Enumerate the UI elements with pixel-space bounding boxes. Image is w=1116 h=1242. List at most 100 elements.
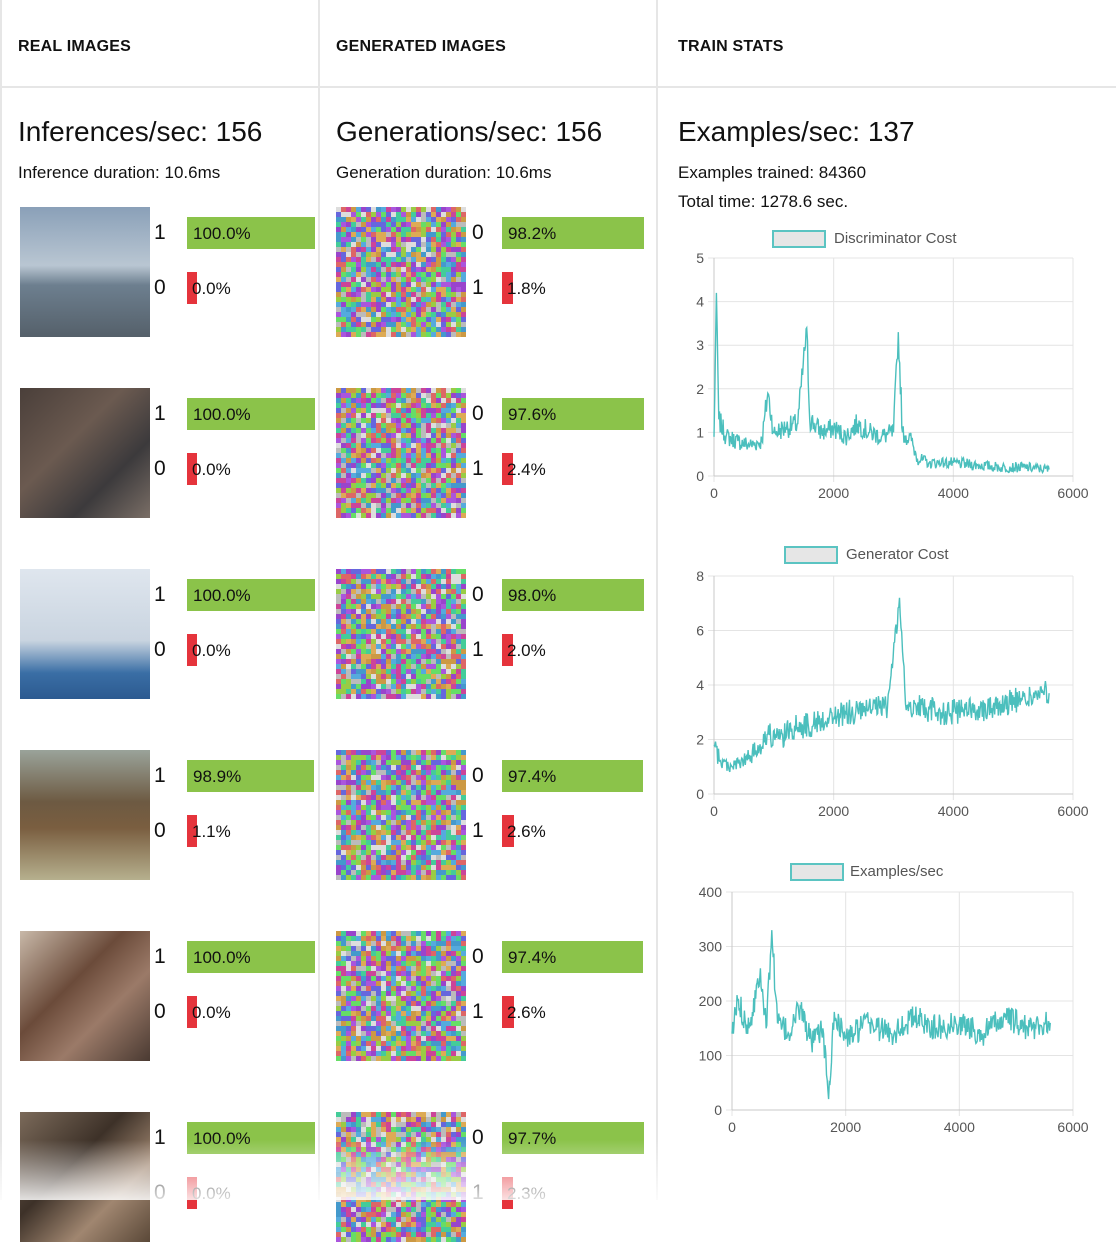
bottom-probability-text: 2.4% bbox=[507, 460, 546, 479]
top-probability-text: 100.0% bbox=[193, 948, 251, 967]
top-class-label: 0 bbox=[472, 764, 484, 787]
y-tick-label: 6 bbox=[696, 623, 704, 639]
y-tick-label: 2 bbox=[696, 381, 704, 397]
real-image-thumbnail bbox=[20, 207, 150, 337]
top-probability-bar bbox=[502, 579, 644, 611]
real-image-thumbnail bbox=[20, 569, 150, 699]
bottom-probability-text: 0.0% bbox=[192, 460, 231, 479]
top-probability-bar bbox=[502, 760, 643, 792]
top-probability-text: 100.0% bbox=[193, 405, 251, 424]
series-line bbox=[713, 597, 1050, 773]
y-tick-label: 3 bbox=[696, 337, 704, 353]
y-tick-label: 100 bbox=[699, 1048, 723, 1064]
bottom-probability-bar bbox=[502, 634, 513, 666]
legend-swatch bbox=[772, 230, 826, 248]
x-tick-label: 0 bbox=[728, 1119, 736, 1135]
bottom-probability-text: 1.1% bbox=[192, 822, 231, 841]
y-tick-label: 1 bbox=[696, 424, 704, 440]
real-image-thumbnail bbox=[20, 931, 150, 1061]
top-probability-text: 98.9% bbox=[193, 767, 242, 786]
generations-rate: Generations/sec: 156 bbox=[336, 116, 603, 147]
top-class-label: 1 bbox=[154, 221, 166, 244]
top-class-label: 1 bbox=[154, 402, 166, 425]
bottom-probability-text: 2.6% bbox=[507, 1003, 546, 1022]
x-tick-label: 6000 bbox=[1057, 485, 1088, 501]
bottom-class-label: 0 bbox=[154, 1181, 166, 1204]
bottom-probability-bar bbox=[502, 453, 513, 485]
legend-label: Examples/sec bbox=[850, 863, 944, 880]
top-class-label: 0 bbox=[472, 583, 484, 606]
y-tick-label: 400 bbox=[699, 886, 723, 900]
top-probability-bar bbox=[502, 941, 643, 973]
train-stats-column: TRAIN STATS Examples/sec: 137 Examples t… bbox=[656, 0, 1116, 1200]
bottom-probability-text: 0.0% bbox=[192, 279, 231, 298]
bottom-probability-bar bbox=[502, 996, 514, 1028]
top-probability-text: 97.4% bbox=[508, 948, 557, 967]
top-probability-bar bbox=[187, 398, 315, 430]
bottom-probability-text: 0.0% bbox=[192, 1003, 231, 1022]
series-line bbox=[731, 930, 1051, 1100]
top-probability-bar bbox=[187, 217, 315, 249]
legend-label: Generator Cost bbox=[846, 546, 949, 563]
bottom-class-label: 1 bbox=[472, 819, 484, 842]
x-tick-label: 4000 bbox=[944, 1119, 975, 1135]
discriminator-cost-plot: 0 1 2 3 4 5 0 2000 4000 6000 bbox=[696, 252, 1089, 501]
bottom-class-label: 0 bbox=[154, 457, 166, 480]
top-probability-bar bbox=[502, 398, 644, 430]
top-probability-text: 100.0% bbox=[193, 1129, 251, 1148]
y-tick-label: 5 bbox=[696, 252, 704, 266]
top-class-label: 1 bbox=[154, 583, 166, 606]
x-tick-label: 4000 bbox=[938, 803, 969, 819]
top-class-label: 0 bbox=[472, 945, 484, 968]
bottom-class-label: 1 bbox=[472, 276, 484, 299]
inferences-rate: Inferences/sec: 156 bbox=[18, 116, 263, 147]
top-class-label: 0 bbox=[472, 1126, 484, 1149]
bottom-class-label: 0 bbox=[154, 1000, 166, 1023]
x-tick-label: 0 bbox=[710, 803, 718, 819]
top-probability-text: 100.0% bbox=[193, 586, 251, 605]
real-image-thumbnail bbox=[20, 388, 150, 518]
inference-duration: Inference duration: 10.6ms bbox=[18, 163, 221, 182]
generated-images-column: GENERATED IMAGES Generations/sec: 156 Ge… bbox=[318, 0, 656, 1242]
generation-duration: Generation duration: 10.6ms bbox=[336, 163, 552, 182]
examples-per-sec-chart: Examples/sec 0 100 200 300 400 0 2000 4000 6000 bbox=[658, 856, 1116, 1156]
bottom-probability-bar bbox=[187, 815, 197, 847]
generated-image-thumbnail bbox=[336, 207, 466, 337]
generated-image-thumbnail bbox=[336, 750, 466, 880]
real-images-column: REAL IMAGES Inferences/sec: 156 Inferenc… bbox=[0, 0, 318, 1242]
real-images-header: REAL IMAGES bbox=[2, 0, 318, 88]
bottom-probability-bar bbox=[187, 996, 197, 1028]
bottom-probability-text: 0.0% bbox=[192, 1184, 231, 1203]
bottom-probability-bar bbox=[502, 272, 513, 304]
top-probability-text: 97.7% bbox=[508, 1129, 557, 1148]
bottom-probability-bar bbox=[187, 453, 197, 485]
bottom-probability-bar bbox=[187, 272, 197, 304]
bottom-class-label: 1 bbox=[472, 1181, 484, 1204]
y-tick-label: 0 bbox=[696, 468, 704, 484]
total-time: Total time: 1278.6 sec. bbox=[678, 192, 849, 211]
examples-trained: Examples trained: 84360 bbox=[678, 163, 867, 182]
series-line bbox=[713, 292, 1050, 475]
top-probability-text: 100.0% bbox=[193, 224, 251, 243]
x-tick-label: 2000 bbox=[818, 803, 849, 819]
top-probability-bar bbox=[502, 217, 644, 249]
bottom-probability-text: 2.0% bbox=[507, 641, 546, 660]
train-stats-header: TRAIN STATS bbox=[658, 0, 1116, 88]
generator-cost-plot: 0 2 4 6 8 0 2000 4000 6000 bbox=[696, 570, 1089, 819]
generated-images-header: GENERATED IMAGES bbox=[320, 0, 656, 88]
bottom-probability-text: 1.8% bbox=[507, 279, 546, 298]
examples-rate: Examples/sec: 137 bbox=[678, 116, 915, 147]
y-tick-label: 4 bbox=[696, 294, 704, 310]
y-tick-label: 8 bbox=[696, 570, 704, 584]
top-probability-bar bbox=[187, 579, 315, 611]
generator-cost-chart: Generator Cost 0 2 4 6 8 0 2000 4000 6000 bbox=[658, 540, 1116, 840]
bottom-probability-text: 0.0% bbox=[192, 641, 231, 660]
bottom-class-label: 0 bbox=[154, 276, 166, 299]
top-class-label: 0 bbox=[472, 221, 484, 244]
legend-label: Discriminator Cost bbox=[834, 230, 957, 247]
bottom-probability-bar bbox=[187, 634, 197, 666]
top-probability-bar bbox=[187, 760, 314, 792]
y-tick-label: 0 bbox=[696, 786, 704, 802]
generated-image-thumbnail bbox=[336, 388, 466, 518]
